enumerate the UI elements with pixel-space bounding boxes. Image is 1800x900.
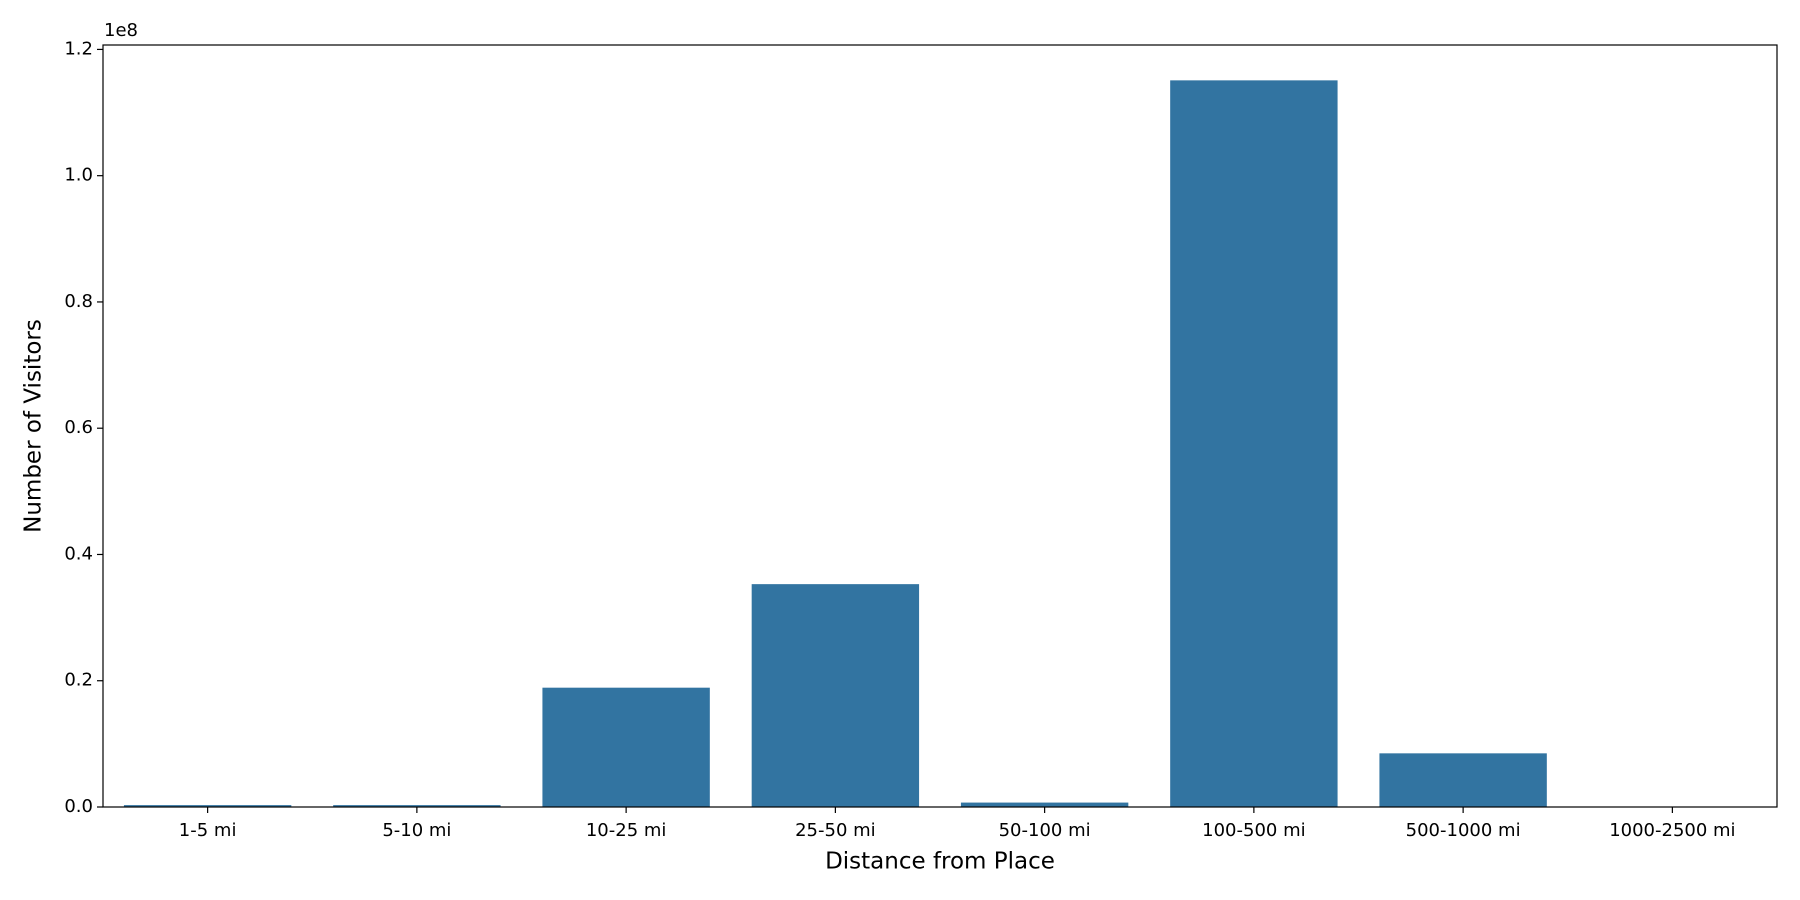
y-tick-label: 1.2 <box>64 38 93 59</box>
plot-frame <box>102 44 1778 808</box>
x-tick-label: 1000-2500 mi <box>1609 820 1735 841</box>
x-tick-label: 5-10 mi <box>382 820 451 841</box>
x-tick-label: 10-25 mi <box>586 820 667 841</box>
x-axis-label: Distance from Place <box>825 849 1055 875</box>
y-tick-label: 0.2 <box>64 670 93 691</box>
bar <box>542 687 710 807</box>
x-tick-label: 100-500 mi <box>1202 820 1305 841</box>
x-tick-label: 50-100 mi <box>999 820 1091 841</box>
bar <box>123 805 292 807</box>
bar <box>960 802 1129 807</box>
bar <box>1379 753 1547 807</box>
y-tick-label: 0.8 <box>64 291 93 312</box>
y-tick-label: 0.6 <box>64 417 93 438</box>
y-tick-label: 1.0 <box>64 165 93 186</box>
y-axis-label: Number of Visitors <box>21 319 47 533</box>
bar <box>751 584 920 807</box>
bar <box>1170 80 1338 808</box>
x-tick-label: 500-1000 mi <box>1406 820 1521 841</box>
bar <box>333 805 501 807</box>
x-tick-label: 1-5 mi <box>179 820 237 841</box>
y-offset-label: 1e8 <box>104 20 138 41</box>
y-tick-label: 0.4 <box>64 543 93 564</box>
x-tick-label: 25-50 mi <box>795 820 876 841</box>
y-tick-label: 0.0 <box>64 796 93 817</box>
